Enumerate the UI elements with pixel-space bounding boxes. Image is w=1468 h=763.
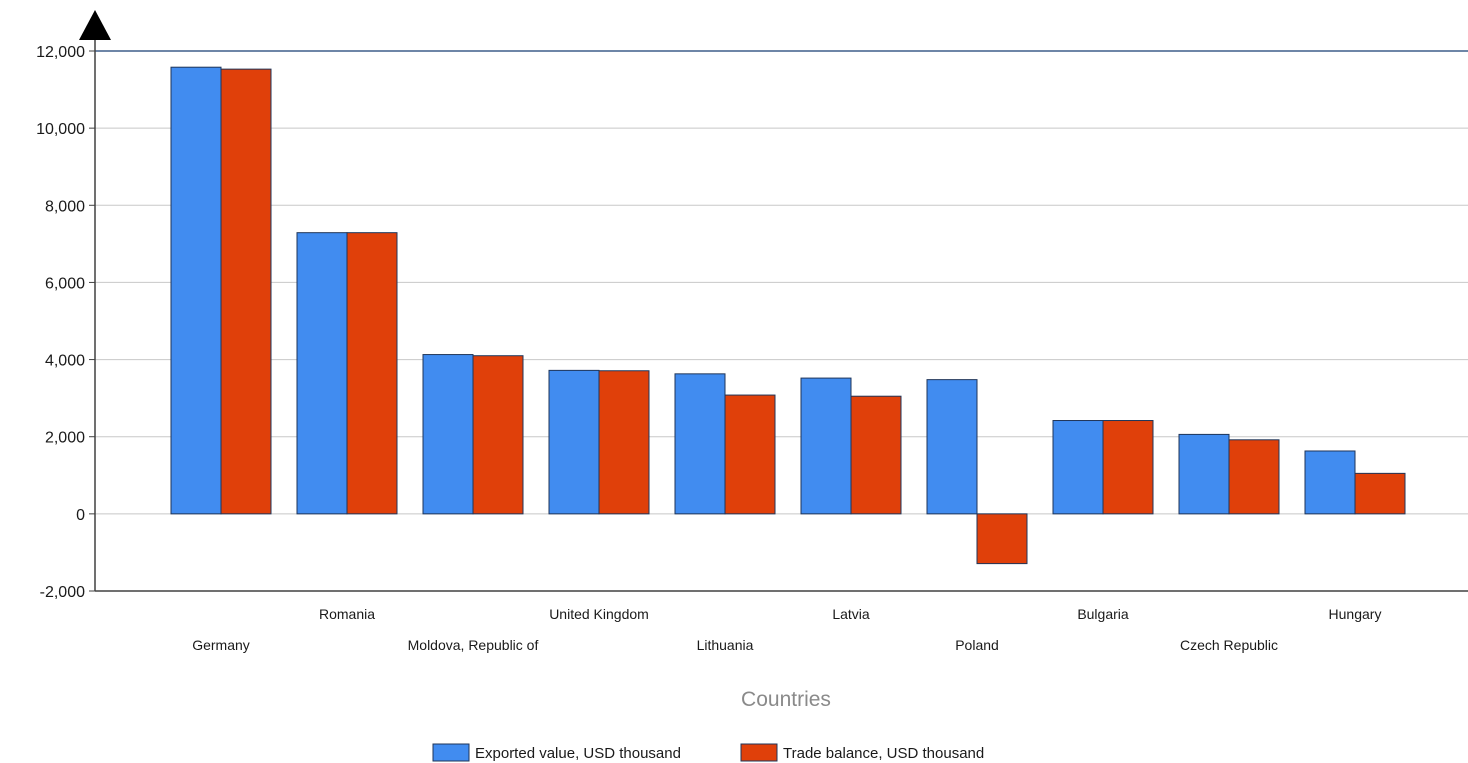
legend: Exported value, USD thousand Trade balanc… bbox=[432, 743, 984, 762]
y-tick-label: 8,000 bbox=[45, 198, 85, 215]
x-category-label: United Kingdom bbox=[549, 606, 649, 622]
x-category-labels: Germany Romania Moldova, Republic of United… bbox=[192, 606, 1381, 653]
bar bbox=[296, 232, 348, 515]
legend-label: Exported value, USD thousand bbox=[475, 745, 681, 762]
bar bbox=[472, 355, 524, 515]
bar bbox=[926, 379, 978, 515]
x-axis-title: Countries bbox=[741, 688, 831, 711]
x-category-label: Latvia bbox=[832, 606, 870, 622]
y-tick-label: -2,000 bbox=[40, 584, 85, 601]
y-tick-label: 4,000 bbox=[45, 353, 85, 370]
bar bbox=[220, 68, 272, 515]
bar bbox=[850, 395, 902, 515]
y-tick-label: 10,000 bbox=[36, 121, 85, 138]
bar bbox=[422, 354, 474, 515]
bar bbox=[674, 373, 726, 515]
y-tick-label: 6,000 bbox=[45, 275, 85, 292]
bar bbox=[1178, 433, 1230, 515]
y-tick-labels: -2,000 0 2,000 4,000 6,000 8,000 10,000 12,000 bbox=[36, 44, 85, 601]
bar bbox=[724, 394, 776, 515]
x-category-label: Hungary bbox=[1329, 606, 1382, 622]
bar bbox=[1304, 450, 1356, 515]
x-category-label: Bulgaria bbox=[1077, 606, 1129, 622]
bar bbox=[1052, 420, 1104, 515]
bars bbox=[170, 66, 1406, 565]
legend-label: Trade balance, USD thousand bbox=[783, 745, 984, 762]
x-category-label: Poland bbox=[955, 637, 999, 653]
x-category-label: Moldova, Republic of bbox=[408, 637, 539, 653]
bar bbox=[1354, 472, 1406, 515]
bar bbox=[976, 513, 1028, 565]
x-category-label: Germany bbox=[192, 637, 250, 653]
bar bbox=[346, 232, 398, 515]
x-category-label: Romania bbox=[319, 606, 375, 622]
y-tick-label: 0 bbox=[76, 507, 85, 524]
bar bbox=[170, 66, 222, 515]
y-tick-label: 12,000 bbox=[36, 44, 85, 61]
y-axis-arrow-icon bbox=[79, 10, 111, 40]
bar bbox=[1102, 420, 1154, 515]
bar bbox=[1228, 439, 1280, 515]
x-category-label: Lithuania bbox=[697, 637, 754, 653]
x-category-label: Czech Republic bbox=[1180, 637, 1278, 653]
y-tick-label: 2,000 bbox=[45, 430, 85, 447]
bar bbox=[800, 377, 852, 515]
axes bbox=[79, 10, 1468, 592]
bar bbox=[598, 370, 650, 515]
legend-swatch bbox=[740, 743, 778, 762]
legend-swatch bbox=[432, 743, 470, 762]
bar bbox=[548, 369, 600, 515]
